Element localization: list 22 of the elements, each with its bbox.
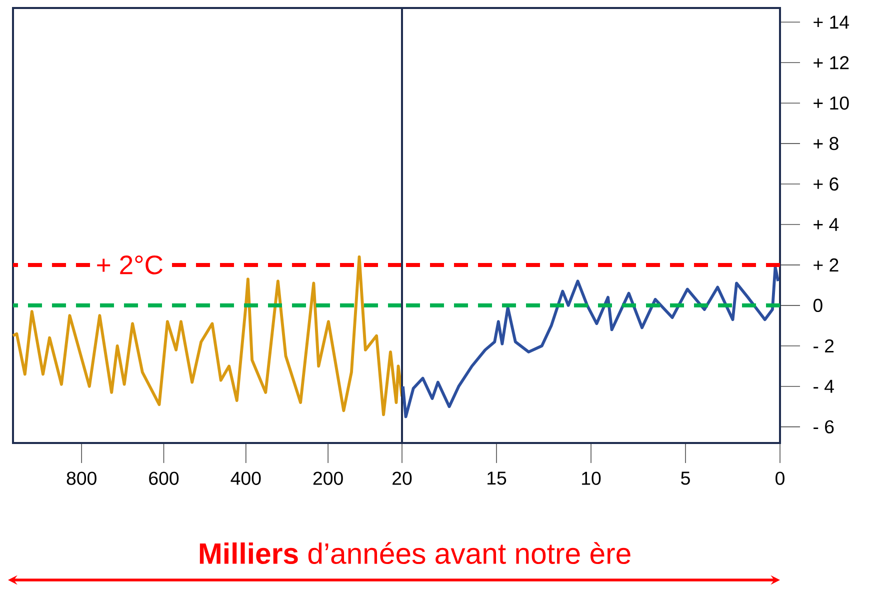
y-tick-label: + 12: [814, 56, 849, 70]
x-tick-label: 400: [230, 472, 261, 485]
x-tick-label: 10: [582, 472, 601, 485]
x-axis-title: Milliers d’années avant notre ère: [200, 542, 630, 564]
y-tick-label: + 8: [814, 136, 838, 150]
x-tick-label: 0: [776, 472, 784, 485]
y-tick-label: + 14: [814, 16, 849, 29]
ref-line-label: + 2°C: [97, 256, 163, 274]
x-tick-label: 600: [149, 472, 179, 485]
x-tick-label: 20: [392, 472, 412, 485]
y-tick-label: + 2: [814, 258, 838, 272]
y-tick-label: + 10: [814, 96, 849, 110]
x-tick-label: 5: [681, 472, 690, 485]
y-tick-label: 0: [813, 298, 822, 312]
y-tick-label: - 4: [814, 380, 834, 393]
y-tick-label: + 4: [814, 218, 839, 231]
y-tick-label: - 2: [814, 339, 834, 352]
y-tick-label: - 6: [814, 420, 834, 434]
x-tick-label: 15: [488, 472, 506, 485]
x-tick-label: 200: [313, 472, 343, 485]
x-tick-label: 800: [66, 472, 96, 485]
y-tick-label: + 6: [814, 177, 838, 191]
